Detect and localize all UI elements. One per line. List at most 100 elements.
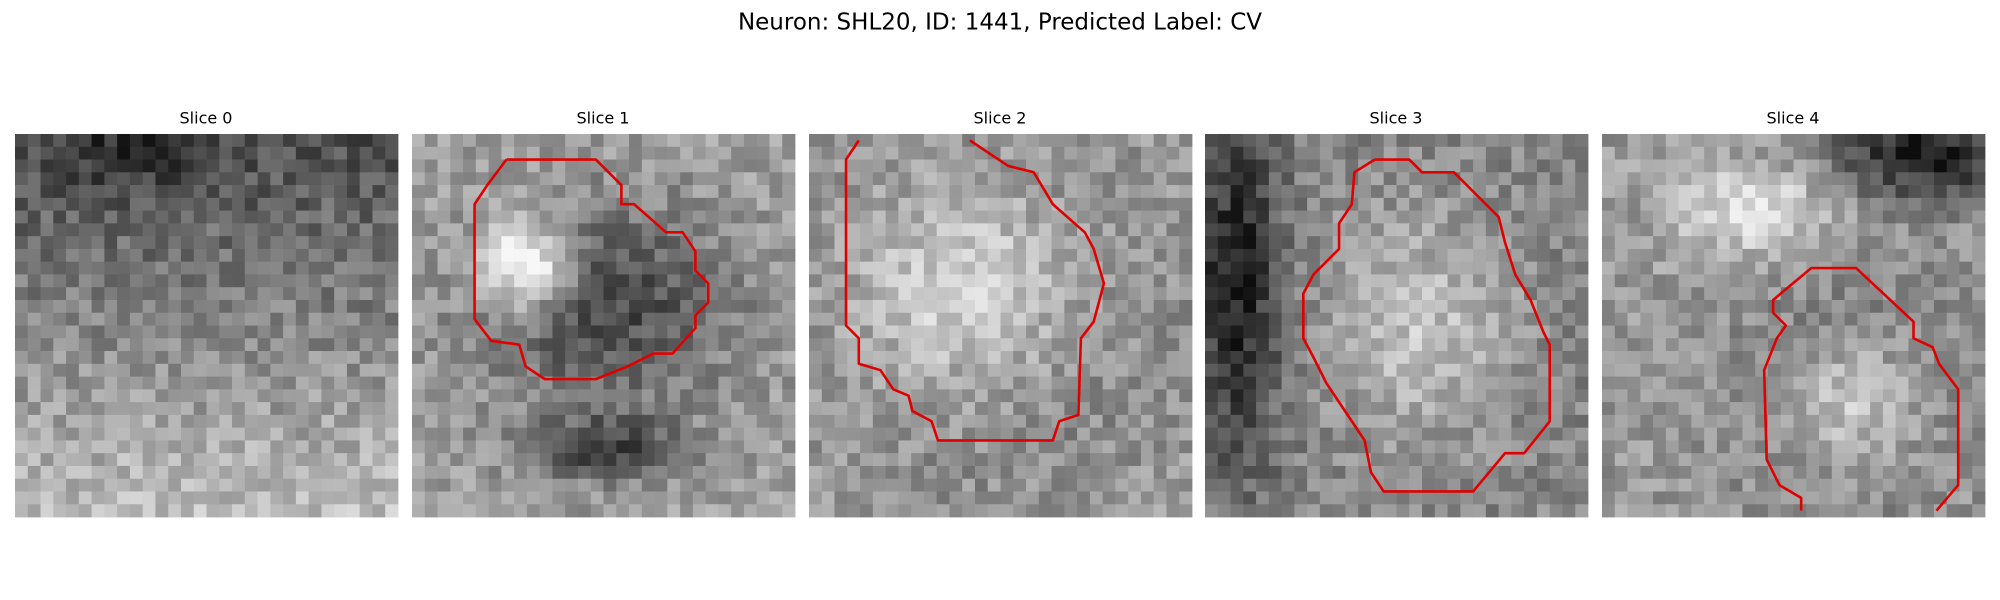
pixel: [1882, 504, 1897, 518]
pixel: [1396, 274, 1410, 288]
pixel: [424, 338, 438, 352]
pixel: [1614, 440, 1628, 454]
pixel: [923, 465, 938, 480]
pixel: [756, 261, 770, 275]
pixel: [1281, 210, 1295, 224]
pixel: [1077, 465, 1091, 480]
pixel: [1460, 453, 1474, 467]
pixel: [1806, 248, 1820, 263]
pixel: [974, 248, 989, 263]
pixel: [1602, 478, 1616, 492]
pixel: [705, 465, 719, 480]
pixel: [412, 312, 426, 326]
pixel: [1460, 351, 1474, 365]
pixel: [1729, 465, 1743, 480]
pixel: [1409, 351, 1423, 365]
pixel: [1345, 325, 1359, 339]
pixel: [295, 414, 310, 429]
pixel: [565, 504, 579, 518]
pixel: [1294, 414, 1308, 429]
pixel: [718, 223, 732, 237]
pixel: [1383, 440, 1397, 454]
pixel: [743, 491, 758, 505]
pixel: [1409, 197, 1423, 211]
pixel: [898, 248, 912, 263]
pixel: [847, 440, 861, 454]
pixel: [1396, 465, 1410, 480]
pixel: [1064, 287, 1078, 301]
pixel: [53, 427, 67, 441]
pixel: [743, 261, 758, 275]
pixel: [756, 197, 770, 211]
pixel: [412, 427, 426, 441]
pixel: [1716, 261, 1731, 275]
pixel: [629, 389, 643, 403]
pixel: [1742, 363, 1756, 377]
pixel: [1498, 274, 1512, 288]
pixel: [424, 351, 438, 365]
pixel: [27, 261, 41, 275]
contour: [1303, 160, 1549, 492]
pixel: [1959, 210, 1973, 224]
pixel: [756, 287, 770, 301]
pixel: [1256, 146, 1270, 160]
pixel: [885, 453, 899, 467]
pixel: [1319, 146, 1334, 160]
pixel: [1307, 236, 1321, 250]
pixel: [1268, 197, 1282, 211]
pixel: [577, 478, 592, 492]
pixel: [1780, 197, 1794, 211]
pixel: [1857, 325, 1871, 339]
pixel: [936, 172, 950, 186]
pixel: [1704, 172, 1718, 186]
pixel: [1549, 146, 1563, 160]
pixel: [1332, 440, 1346, 454]
pixel: [78, 465, 92, 480]
pixel: [1358, 478, 1372, 492]
pixel: [1614, 299, 1628, 314]
pixel: [1358, 185, 1372, 199]
pixel: [475, 440, 489, 454]
pixel: [1562, 440, 1576, 454]
pixel: [1895, 185, 1909, 199]
pixel: [1946, 287, 1960, 301]
pixel: [667, 274, 681, 288]
pixel: [91, 312, 105, 326]
pixel: [1422, 274, 1436, 288]
pixel: [412, 210, 426, 224]
pixel: [1319, 274, 1334, 288]
pixel: [1102, 351, 1116, 365]
pixel: [129, 338, 144, 352]
pixel: [117, 248, 131, 263]
pixel: [142, 172, 156, 186]
pixel: [1077, 287, 1091, 301]
pixel: [1485, 325, 1500, 339]
pixel: [847, 478, 861, 492]
pixel: [949, 389, 963, 403]
pixel: [1102, 478, 1116, 492]
pixel: [346, 248, 361, 263]
pixel: [1026, 453, 1040, 467]
pixel: [1755, 210, 1769, 224]
pixel: [936, 376, 950, 390]
pixel: [424, 274, 438, 288]
pixel: [1485, 465, 1500, 480]
pixel: [385, 478, 399, 492]
pixel: [412, 299, 426, 314]
pixel: [809, 172, 823, 186]
pixel: [1396, 185, 1410, 199]
pixel: [104, 287, 118, 301]
pixel: [936, 351, 950, 365]
pixel: [27, 210, 41, 224]
pixel: [117, 376, 131, 390]
pixel: [1614, 172, 1628, 186]
pixel: [283, 440, 297, 454]
pixel: [885, 299, 899, 314]
pixel: [1281, 236, 1295, 250]
pixel: [1256, 453, 1270, 467]
pixel: [1870, 325, 1884, 339]
pixel: [1179, 236, 1193, 250]
pixel: [437, 312, 451, 326]
pixel: [308, 287, 322, 301]
pixel: [129, 402, 144, 416]
